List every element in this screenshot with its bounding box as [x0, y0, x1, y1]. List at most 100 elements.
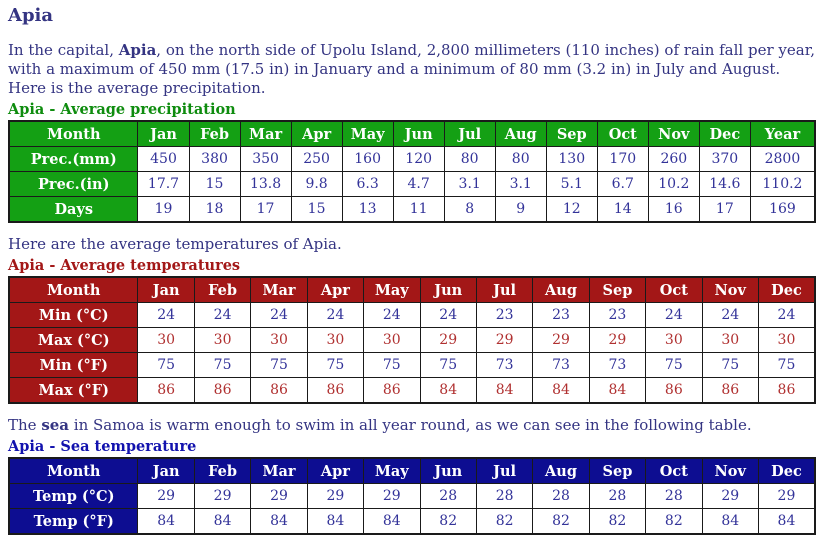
row-label: Prec.(mm) — [8, 146, 139, 172]
row-label: Temp (°F) — [8, 508, 139, 535]
table-row: Days 19 18 17 15 13 11 8 9 12 14 16 17 169 — [8, 196, 816, 223]
table-cell: 370 — [698, 146, 751, 172]
table-cell: 86 — [137, 377, 195, 404]
table-cell: 75 — [757, 352, 816, 378]
table-row: Min (°F) 75 75 75 75 75 75 73 73 73 75 75 75 — [8, 352, 816, 378]
table-row: Max (°C) 30 30 30 30 30 29 29 29 29 30 30 30 — [8, 327, 816, 353]
column-header: Aug — [494, 120, 547, 147]
column-header: May — [363, 457, 421, 484]
column-header: May — [341, 120, 394, 147]
table-cell: 29 — [419, 327, 477, 353]
table-cell: 30 — [757, 327, 816, 353]
column-header: Mar — [250, 276, 308, 303]
table-cell: 24 — [645, 302, 703, 328]
sea-table-heading: Apia - Sea temperature — [8, 438, 197, 455]
table-cell: 3.1 — [443, 171, 496, 197]
table-cell: 82 — [645, 508, 703, 535]
row-label: Min (°F) — [8, 352, 139, 378]
table-cell: 86 — [363, 377, 421, 404]
table-cell: 23 — [475, 302, 534, 328]
table-cell: 23 — [532, 302, 590, 328]
table-cell: 24 — [250, 302, 308, 328]
column-header: Oct — [596, 120, 649, 147]
table-cell: 30 — [701, 327, 759, 353]
table-row: Min (°C) 24 24 24 24 24 24 23 23 23 24 24 24 — [8, 302, 816, 328]
table-cell: 6.3 — [341, 171, 394, 197]
table-cell: 84 — [701, 508, 759, 535]
column-header: Sep — [545, 120, 598, 147]
column-header: Nov — [701, 457, 759, 484]
table-cell: 29 — [193, 483, 252, 509]
table-cell: 84 — [250, 508, 308, 535]
column-header: Aug — [532, 276, 590, 303]
table-cell: 28 — [532, 483, 590, 509]
table-header-row: Month Jan Feb Mar Apr May Jun Jul Aug Sep Oct Nov De… — [8, 457, 816, 484]
table-cell: 250 — [290, 146, 343, 172]
sea-text-pre: The — [8, 416, 42, 434]
table-cell: 86 — [250, 377, 308, 404]
table-cell: 15 — [290, 196, 343, 223]
table-cell: 84 — [757, 508, 816, 535]
table-cell: 110.2 — [749, 171, 816, 197]
table-cell: 14.6 — [698, 171, 751, 197]
table-cell: 84 — [588, 377, 647, 404]
table-cell: 16 — [647, 196, 700, 223]
column-header: Nov — [701, 276, 759, 303]
sea-text-bold: sea — [41, 416, 70, 434]
table-cell: 24 — [363, 302, 421, 328]
column-header: Sep — [588, 276, 647, 303]
temperatures-paragraph: Here are the average temperatures of Api… — [8, 235, 342, 253]
table-cell: 82 — [475, 508, 534, 535]
table-cell: 14 — [596, 196, 649, 223]
table-cell: 13.8 — [239, 171, 292, 197]
table-row: Temp (°C) 29 29 29 29 29 28 28 28 28 28 29 29 — [8, 483, 816, 509]
table-cell: 6.7 — [596, 171, 649, 197]
month-column-header: Month — [8, 457, 139, 484]
table-cell: 84 — [475, 377, 534, 404]
table-cell: 24 — [757, 302, 816, 328]
precipitation-table: Month Jan Feb Mar Apr May Jun Jul Aug Sep Oct Nov De… — [8, 120, 816, 223]
table-cell: 75 — [701, 352, 759, 378]
column-header: Jul — [443, 120, 496, 147]
table-cell: 4.7 — [392, 171, 445, 197]
table-cell: 29 — [588, 327, 647, 353]
table-cell: 8 — [443, 196, 496, 223]
table-cell: 24 — [137, 302, 195, 328]
table-cell: 24 — [193, 302, 252, 328]
column-header: May — [363, 276, 421, 303]
table-cell: 73 — [532, 352, 590, 378]
column-header: Jul — [475, 276, 534, 303]
column-header: Aug — [532, 457, 590, 484]
table-cell: 29 — [137, 483, 195, 509]
table-cell: 84 — [193, 508, 252, 535]
column-header: Feb — [193, 457, 252, 484]
table-cell: 28 — [645, 483, 703, 509]
table-cell: 86 — [193, 377, 252, 404]
table-cell: 73 — [475, 352, 534, 378]
sea-paragraph: The sea in Samoa is warm enough to swim … — [8, 416, 816, 435]
table-cell: 28 — [475, 483, 534, 509]
row-label: Temp (°C) — [8, 483, 139, 509]
column-header: Jun — [419, 457, 477, 484]
table-cell: 23 — [588, 302, 647, 328]
table-cell: 82 — [588, 508, 647, 535]
table-cell: 11 — [392, 196, 445, 223]
month-column-header: Month — [8, 120, 139, 147]
table-cell: 84 — [306, 508, 365, 535]
table-row: Prec.(mm) 450 380 350 250 160 120 80 80 130 170 260… — [8, 146, 816, 172]
column-header: Apr — [290, 120, 343, 147]
table-cell: 29 — [363, 483, 421, 509]
table-cell: 260 — [647, 146, 700, 172]
table-cell: 30 — [306, 327, 365, 353]
table-cell: 450 — [137, 146, 190, 172]
table-cell: 75 — [363, 352, 421, 378]
column-header: Dec — [698, 120, 751, 147]
table-cell: 5.1 — [545, 171, 598, 197]
table-row: Prec.(in) 17.7 15 13.8 9.8 6.3 4.7 3.1 3.1 5.1 6.7… — [8, 171, 816, 197]
column-header: Oct — [645, 457, 703, 484]
intro-text-pre: In the capital, — [8, 41, 119, 59]
table-cell: 17 — [698, 196, 751, 223]
column-header: Jul — [475, 457, 534, 484]
table-cell: 24 — [419, 302, 477, 328]
row-label: Prec.(in) — [8, 171, 139, 197]
